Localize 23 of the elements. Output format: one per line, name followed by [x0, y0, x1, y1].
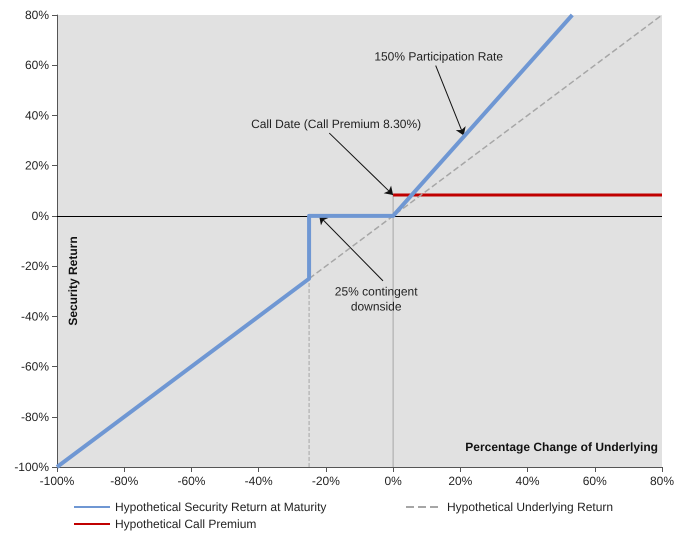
y-tick-label: 60%: [24, 58, 50, 72]
y-tick-label: 20%: [24, 158, 50, 173]
x-tick-label: -40%: [244, 474, 274, 488]
legend-label: Hypothetical Underlying Return: [447, 500, 614, 514]
y-tick-label: 0%: [32, 208, 50, 223]
y-tick-label: -60%: [20, 360, 50, 374]
y-tick-label: -20%: [20, 259, 50, 274]
y-tick-label: -40%: [20, 309, 50, 324]
y-tick-label: 40%: [24, 108, 50, 122]
y-tick-label: -80%: [20, 410, 50, 424]
x-tick-label: -80%: [110, 474, 139, 488]
x-tick-label: -60%: [177, 474, 206, 488]
x-tick-label: 60%: [582, 474, 608, 488]
x-tick-label: 20%: [448, 474, 473, 488]
legend-label: Hypothetical Security Return at Maturity: [115, 500, 326, 514]
y-tick-label: 80%: [24, 8, 50, 22]
legend-label: Hypothetical Call Premium: [115, 517, 256, 531]
x-tick-label: 80%: [650, 474, 674, 488]
x-tick-label: -20%: [312, 474, 340, 488]
x-tick-label: -100%: [40, 474, 75, 488]
x-tick-label: 0%: [384, 474, 402, 488]
y-tick-label: -100%: [14, 460, 50, 474]
x-tick-label: 40%: [516, 474, 540, 488]
